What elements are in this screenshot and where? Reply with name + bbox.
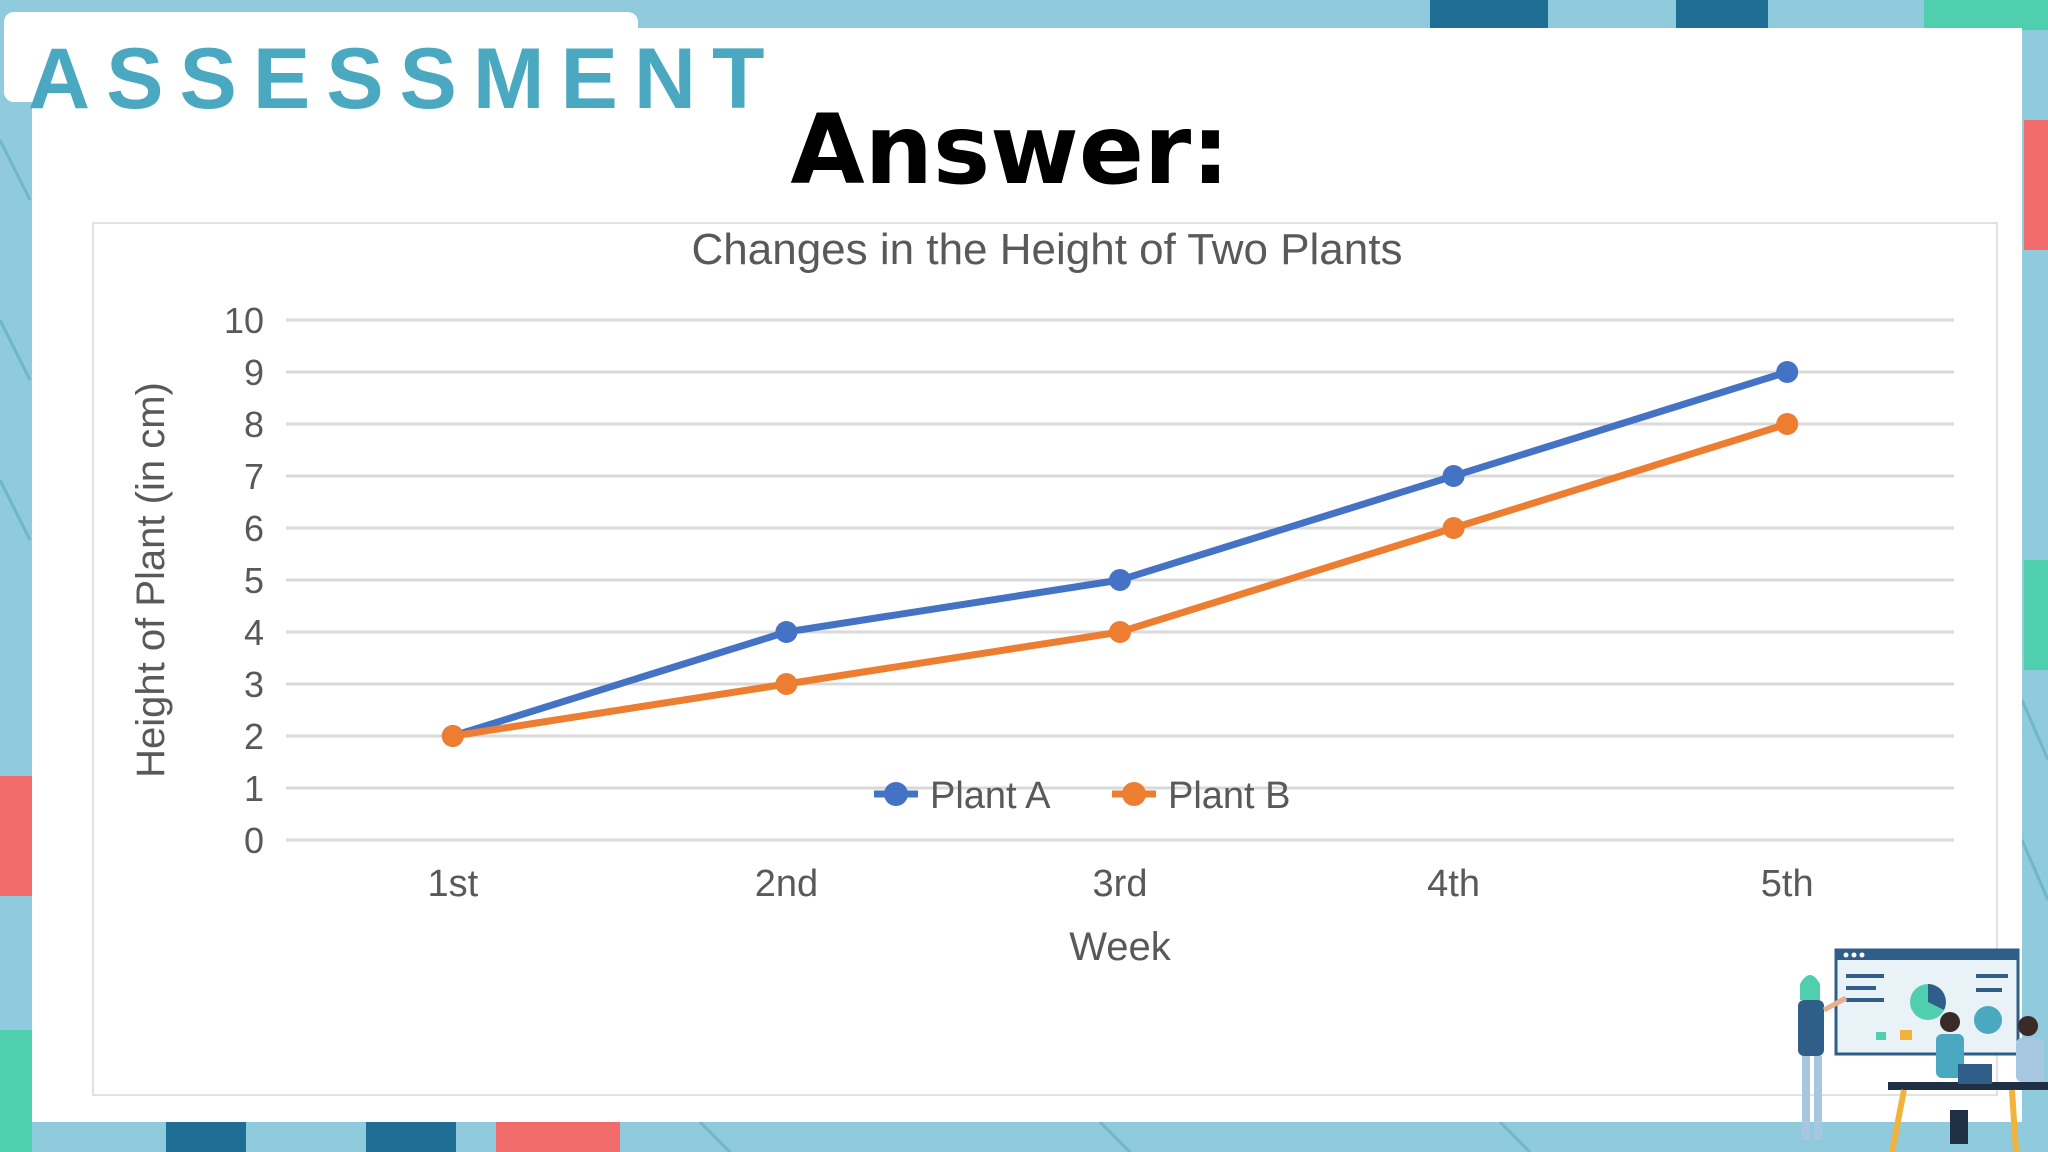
y-tick-label: 9	[244, 352, 264, 393]
x-tick-label: 5th	[1761, 863, 1814, 905]
legend: Plant A Plant B	[874, 775, 1291, 817]
y-tick-label: 10	[224, 300, 264, 341]
section-tab	[4, 12, 638, 102]
y-tick-label: 5	[244, 560, 264, 601]
x-tick-label: 3rd	[1093, 863, 1148, 905]
data-point	[1109, 569, 1131, 591]
data-point	[441, 725, 464, 747]
data-point	[775, 673, 798, 695]
y-tick-label: 3	[244, 664, 264, 705]
slide-title: Answer:	[790, 94, 1230, 206]
legend-swatch-marker	[884, 782, 908, 806]
data-point	[775, 621, 798, 643]
data-point	[1442, 465, 1465, 487]
y-tick-label: 1	[244, 768, 264, 809]
y-tick-label: 4	[244, 612, 264, 653]
section-label: ASSESSMENT	[28, 31, 781, 127]
data-point	[1776, 361, 1799, 383]
line-chart: 0 1 2 3 4 5 6 7 8 9 10 1st 2nd 3rd 4th 5th Changes in …	[129, 225, 1954, 969]
y-tick-labels: 0 1 2 3 4 5 6 7 8 9 10	[224, 300, 264, 861]
series-line-1	[449, 368, 1791, 740]
gridlines	[286, 318, 1954, 842]
x-axis-label: Week	[1069, 925, 1172, 969]
x-tick-label: 1st	[427, 863, 478, 905]
data-point	[1109, 621, 1131, 643]
data-point	[1442, 517, 1465, 539]
x-tick-labels: 1st 2nd 3rd 4th 5th	[427, 863, 1813, 905]
team-presentation-illustration	[1798, 948, 2048, 1152]
data-point	[1776, 413, 1799, 435]
y-tick-label: 6	[244, 508, 264, 549]
x-tick-label: 2nd	[755, 863, 818, 905]
y-tick-label: 7	[244, 456, 264, 497]
y-tick-label: 2	[244, 716, 264, 757]
y-tick-label: 0	[244, 820, 264, 861]
legend-label: Plant A	[930, 775, 1051, 817]
chart-frame: 0 1 2 3 4 5 6 7 8 9 10 1st 2nd 3rd 4th 5th Changes in …	[92, 222, 1998, 1096]
legend-swatch-marker	[1122, 782, 1146, 806]
legend-label: Plant B	[1168, 775, 1291, 817]
chart-title: Changes in the Height of Two Plants	[692, 225, 1403, 274]
y-tick-label: 8	[244, 404, 264, 445]
series-lines	[441, 361, 1799, 747]
y-axis-label: Height of Plant (in cm)	[129, 382, 173, 778]
x-tick-label: 4th	[1427, 863, 1480, 905]
